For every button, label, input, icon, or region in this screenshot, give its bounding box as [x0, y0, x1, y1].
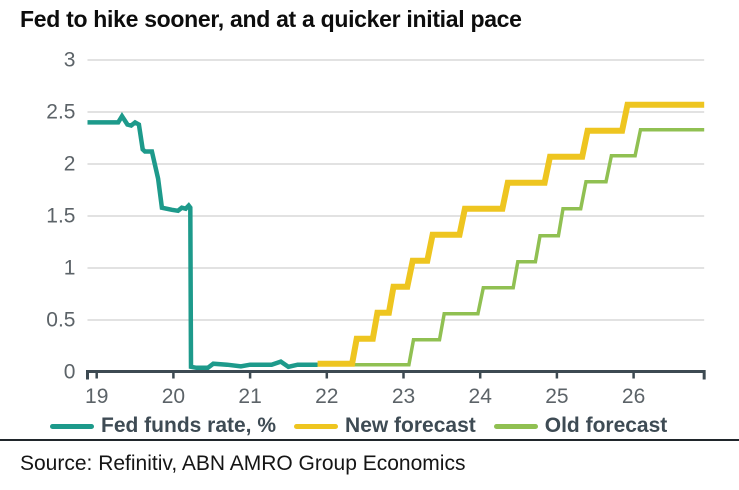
- chart-legend: Fed funds rate, % New forecast Old forec…: [50, 414, 667, 438]
- series-line: [87, 111, 318, 371]
- new-forecast-line-swatch-icon: [294, 423, 339, 429]
- legend-item-old-forecast: Old forecast: [493, 414, 668, 438]
- y-axis-tick-label: 3: [64, 49, 76, 72]
- legend-label: New forecast: [345, 414, 476, 437]
- x-axis-tick-label: 21: [238, 385, 261, 408]
- series-line: [317, 101, 705, 367]
- source-note: Source: Refinitiv, ABN AMRO Group Econom…: [20, 452, 466, 475]
- legend-label: Old forecast: [544, 414, 668, 437]
- y-axis-tick-label: 1.5: [46, 205, 75, 228]
- legend-item-new-forecast: New forecast: [294, 414, 476, 438]
- x-axis-tick-label: 25: [545, 385, 568, 408]
- y-axis-tick-label: 0.5: [46, 309, 75, 332]
- series-line: [317, 127, 705, 367]
- x-axis-tick-label: 20: [162, 385, 185, 408]
- old-forecast-line-swatch-icon: [493, 423, 538, 429]
- y-axis-tick-label: 2.5: [46, 101, 75, 124]
- chart-plot-area: 0 0.5 1 1.5 2 2.5 3 19 20 21 22 23 24 25 26: [46, 49, 706, 408]
- x-axis-tick-label: 19: [85, 385, 108, 408]
- bottom-divider-line: [0, 439, 739, 441]
- fed-funds-line-swatch-icon: [50, 423, 94, 429]
- y-axis-tick-label: 1: [64, 257, 76, 280]
- chart-title: Fed to hike sooner, and at a quicker ini…: [20, 6, 522, 32]
- x-axis-tick-label: 26: [622, 385, 645, 408]
- y-axis-tick-label: 0: [64, 361, 76, 384]
- x-axis-tick-label: 24: [469, 385, 493, 408]
- x-axis-tick-label: 23: [392, 385, 415, 408]
- x-axis-tick-label: 22: [315, 385, 338, 408]
- legend-label: Fed funds rate, %: [101, 414, 277, 437]
- legend-item-fed-funds-rate: Fed funds rate, %: [50, 414, 276, 438]
- y-axis-tick-label: 2: [64, 153, 76, 176]
